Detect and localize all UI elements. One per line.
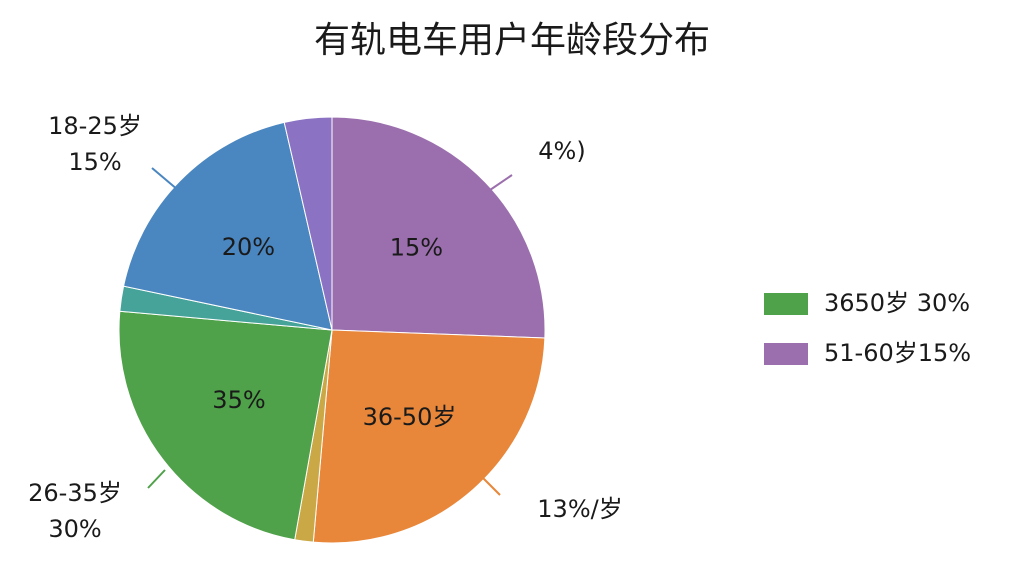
slice-label: 20% — [222, 233, 275, 261]
callout-line — [147, 469, 166, 489]
callout-label: 30% — [48, 515, 101, 543]
callout-label: 26-35岁 — [28, 479, 122, 507]
callout-line — [489, 174, 513, 191]
callout-line — [151, 167, 179, 191]
chart-title: 有轨电车用户年龄段分布 — [314, 20, 710, 61]
legend-swatch — [764, 343, 808, 365]
legend-label: 51-60岁15% — [824, 339, 971, 367]
pie-slice — [122, 121, 333, 331]
callout-label: 15% — [68, 148, 121, 176]
callout-line — [482, 477, 501, 496]
pie-slice — [331, 116, 546, 339]
callout-label: 18-25岁 — [48, 112, 142, 140]
pie-slice — [312, 329, 546, 544]
callout-label: 13%/岁 — [537, 495, 622, 523]
legend-label: 3650岁 30% — [824, 289, 970, 317]
pie-slice — [118, 310, 333, 541]
pie-slice — [283, 116, 333, 331]
legend-swatch — [764, 293, 808, 315]
callout-label: 4%) — [538, 137, 585, 165]
slice-label: 15% — [390, 234, 443, 262]
slice-label: 36-50岁 — [363, 403, 457, 431]
slice-label: 35% — [212, 386, 265, 414]
